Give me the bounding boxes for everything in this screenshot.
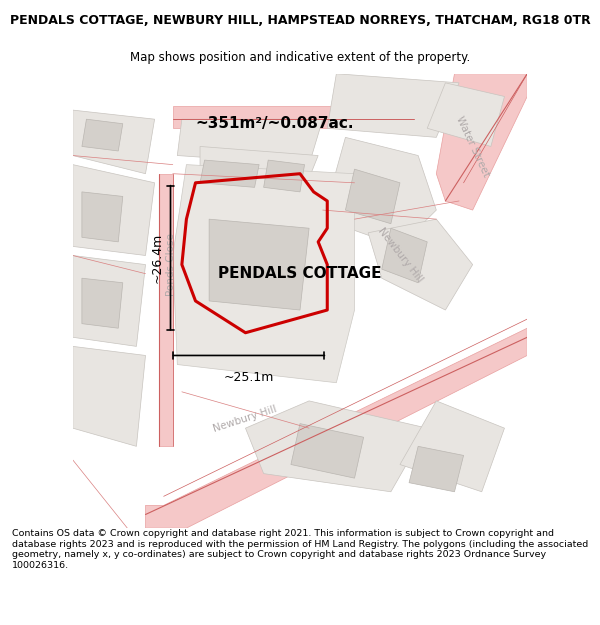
Text: PENDALS COTTAGE, NEWBURY HILL, HAMPSTEAD NORREYS, THATCHAM, RG18 0TR: PENDALS COTTAGE, NEWBURY HILL, HAMPSTEAD… <box>10 14 590 27</box>
Polygon shape <box>427 83 505 146</box>
Text: ~26.4m: ~26.4m <box>151 232 164 283</box>
Polygon shape <box>409 446 464 492</box>
Polygon shape <box>82 119 123 151</box>
Polygon shape <box>400 401 505 492</box>
Text: Contains OS data © Crown copyright and database right 2021. This information is : Contains OS data © Crown copyright and d… <box>12 529 588 569</box>
Polygon shape <box>73 346 146 446</box>
Polygon shape <box>209 219 309 310</box>
Polygon shape <box>323 138 436 246</box>
Polygon shape <box>173 164 355 382</box>
Polygon shape <box>291 424 364 478</box>
Text: Water Street: Water Street <box>454 114 491 178</box>
Polygon shape <box>263 160 305 192</box>
Polygon shape <box>73 256 146 346</box>
Polygon shape <box>178 119 323 164</box>
Polygon shape <box>436 74 527 210</box>
Polygon shape <box>368 219 473 310</box>
Polygon shape <box>73 164 155 256</box>
Text: Map shows position and indicative extent of the property.: Map shows position and indicative extent… <box>130 51 470 64</box>
Text: PENDALS COTTAGE: PENDALS COTTAGE <box>218 266 382 281</box>
Polygon shape <box>173 106 413 128</box>
Polygon shape <box>159 174 173 446</box>
Polygon shape <box>245 401 427 492</box>
Text: Newbury Hill: Newbury Hill <box>212 404 278 434</box>
Text: Ponds Close: Ponds Close <box>166 233 176 296</box>
Polygon shape <box>327 74 459 138</box>
Polygon shape <box>346 169 400 224</box>
Text: Newbury Hill: Newbury Hill <box>376 226 424 285</box>
Polygon shape <box>73 110 155 174</box>
Text: ~25.1m: ~25.1m <box>224 371 274 384</box>
Polygon shape <box>82 278 123 328</box>
Text: ~351m²/~0.087ac.: ~351m²/~0.087ac. <box>196 116 354 131</box>
Polygon shape <box>82 192 123 242</box>
Polygon shape <box>200 160 259 188</box>
Polygon shape <box>382 228 427 282</box>
Polygon shape <box>200 146 318 201</box>
Polygon shape <box>146 328 527 528</box>
